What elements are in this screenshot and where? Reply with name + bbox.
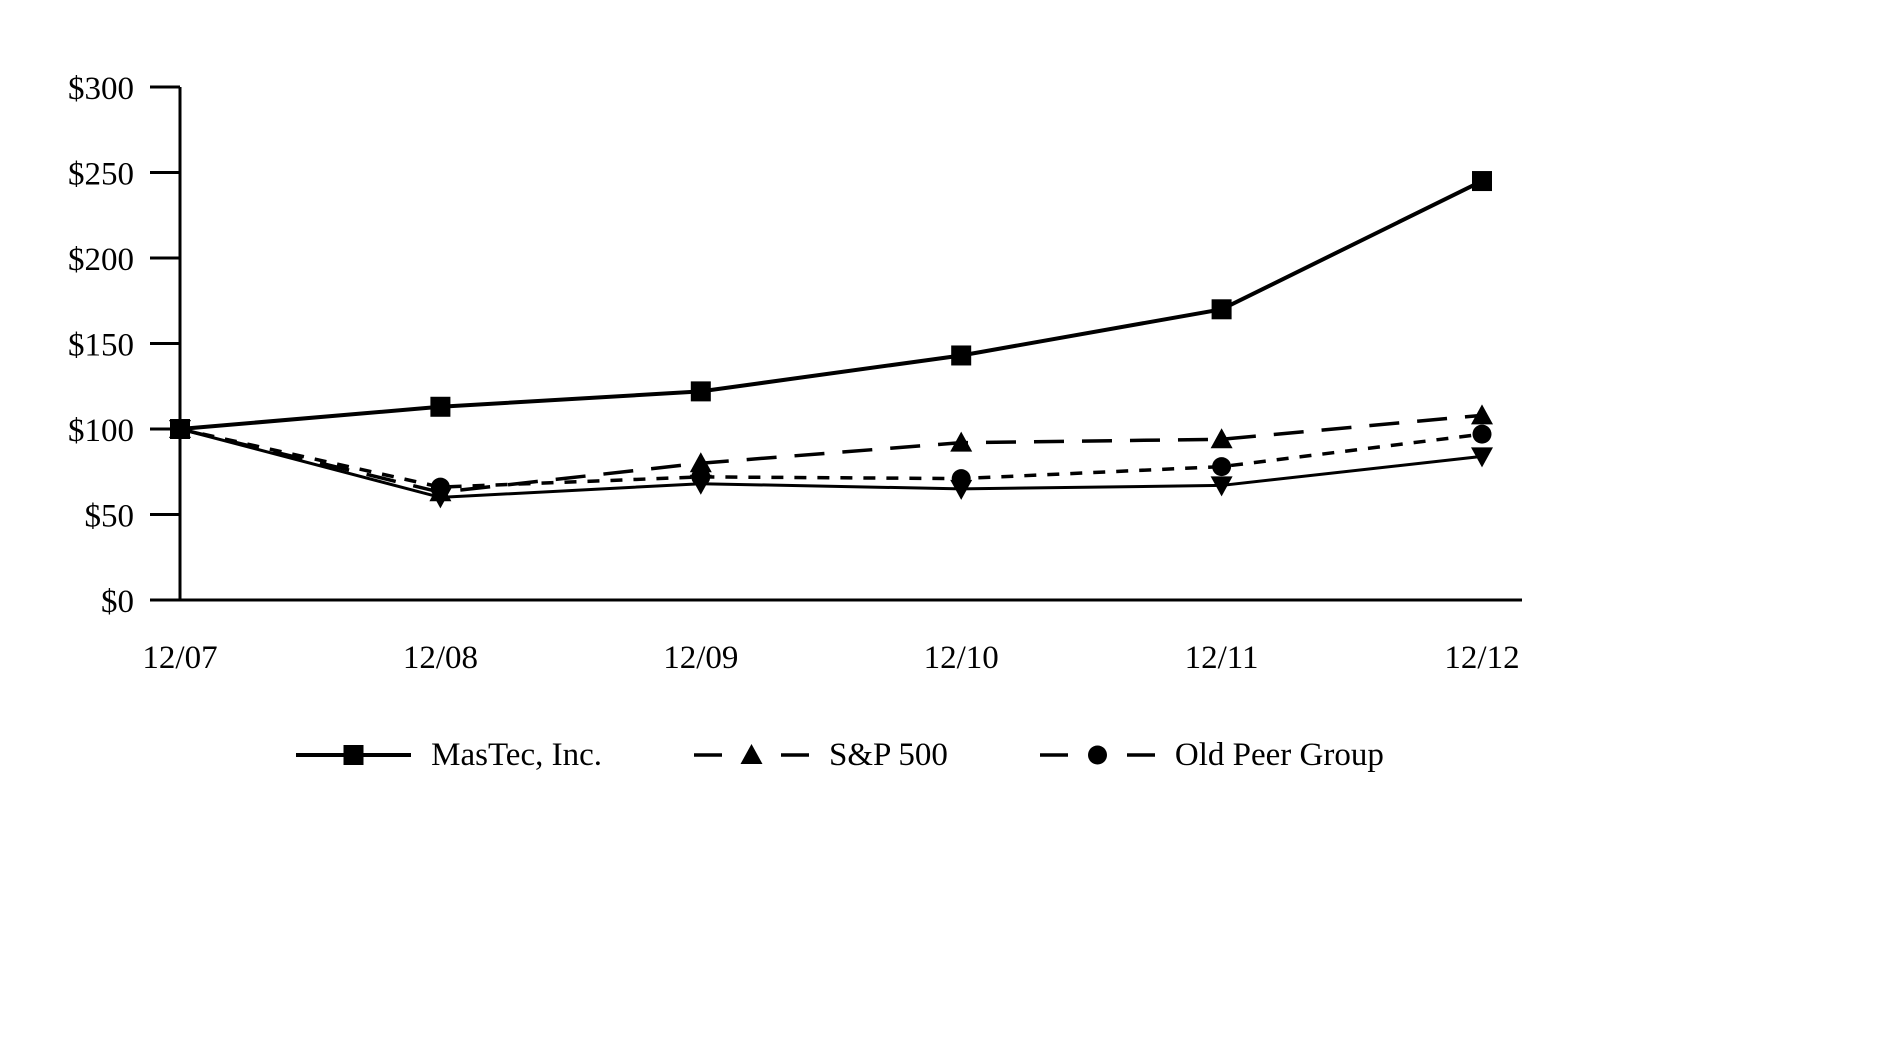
- chart-legend: MasTec, Inc. S&P 500 Old Peer Group: [160, 738, 1520, 772]
- svg-text:$150: $150: [68, 328, 134, 364]
- legend-item-old-peer-group: Old Peer Group: [1039, 736, 1384, 773]
- legend-item-sp500: S&P 500: [694, 738, 948, 772]
- svg-text:$0: $0: [101, 584, 134, 620]
- performance-line-chart: $300 $250 $200 $150 $100 $50 $012/07 12/08 12/09…: [68, 71, 1522, 676]
- svg-text:$300: $300: [68, 71, 134, 107]
- legend-label-mastec: MasTec, Inc.: [431, 736, 602, 773]
- square-marker-solid-line-icon: [296, 745, 412, 765]
- svg-text:$250: $250: [68, 157, 134, 193]
- svg-text:12/07: 12/07: [142, 640, 217, 676]
- svg-text:12/10: 12/10: [924, 640, 999, 676]
- svg-text:$200: $200: [68, 242, 134, 278]
- legend-item-mastec: MasTec, Inc.: [296, 738, 602, 772]
- legend-label-sp500: S&P 500: [829, 736, 948, 773]
- triangle-marker-dashed-line-icon: [694, 744, 809, 764]
- legend-label-old-peer-group: Old Peer Group: [1174, 736, 1384, 773]
- circle-marker-dashed-line-icon: [1039, 745, 1155, 765]
- svg-text:12/09: 12/09: [663, 640, 738, 676]
- svg-text:12/11: 12/11: [1185, 640, 1259, 676]
- svg-text:$100: $100: [68, 413, 134, 449]
- svg-text:$50: $50: [85, 499, 135, 535]
- svg-text:12/12: 12/12: [1444, 640, 1519, 676]
- svg-text:12/08: 12/08: [403, 640, 478, 676]
